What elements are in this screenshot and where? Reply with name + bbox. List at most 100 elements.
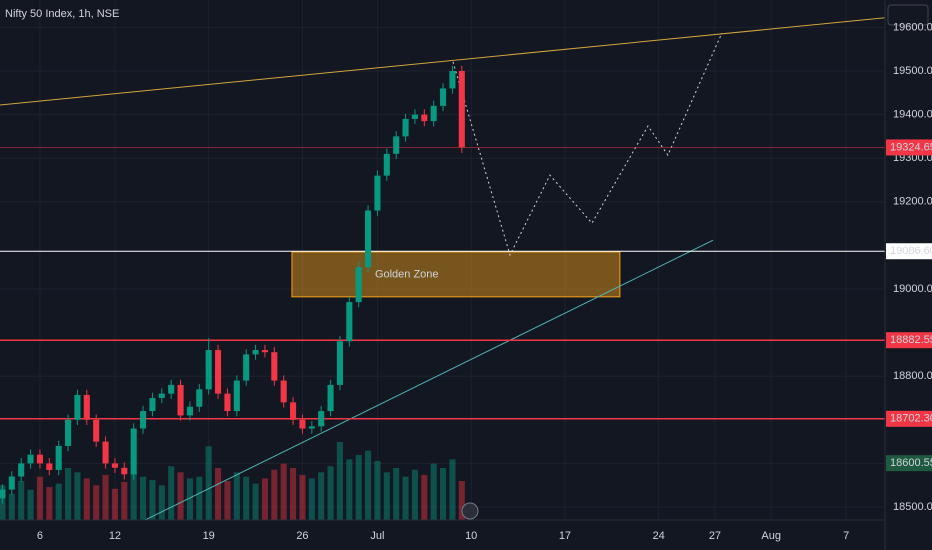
candle-body [55, 445, 62, 470]
x-tick-label: 19 [203, 530, 215, 542]
settings-button[interactable] [887, 4, 929, 26]
candle-body [308, 426, 315, 429]
volume-bar [458, 481, 465, 520]
candle-body [440, 88, 447, 106]
volume-bar [121, 481, 128, 520]
candle-body [458, 70, 465, 148]
candle-body [196, 389, 203, 407]
price-label-bg [886, 455, 932, 472]
candle-body [0, 489, 6, 499]
trend-line [452, 32, 723, 257]
trend-line [144, 239, 714, 521]
volume-bar [205, 446, 212, 520]
volume-bar [215, 468, 222, 520]
candle-body [430, 105, 437, 122]
candle-body [177, 384, 184, 416]
candle-body [27, 454, 34, 464]
volume-bar [36, 476, 43, 520]
price-label-bg [886, 243, 932, 260]
candle-body [74, 394, 81, 420]
volume-bar [430, 463, 437, 520]
volume-bar [271, 469, 278, 520]
candle-body [243, 354, 250, 381]
candle-body [411, 114, 418, 119]
candle-body [224, 393, 231, 412]
chart-title: Nifty 50 Index, 1h, NSE [5, 8, 119, 20]
volume-bar [93, 485, 100, 520]
candle-body [168, 384, 175, 394]
candle-body [215, 350, 222, 394]
volume-bar [440, 468, 447, 520]
candle-body [186, 406, 193, 416]
candle-body [111, 463, 118, 468]
candle-body [18, 463, 25, 477]
volume-bar [299, 474, 306, 520]
y-tick-label: 19500.00 [893, 65, 932, 77]
volume-bar [290, 468, 297, 520]
candle-body [449, 70, 456, 89]
price-label: 18882.55 [890, 334, 932, 346]
candle-body [299, 419, 306, 429]
candle-body [261, 350, 268, 353]
x-tick-label: 10 [465, 530, 477, 542]
candle-body [102, 441, 109, 464]
volume-bar [421, 474, 428, 520]
volume-bar [318, 472, 325, 520]
price-label: 19086.60 [890, 245, 932, 257]
x-tick-label: Jul [370, 530, 384, 542]
candle-body [46, 463, 53, 470]
volume-bar [196, 476, 203, 520]
replay-icon[interactable] [461, 502, 479, 520]
volume-bar [224, 481, 231, 520]
candle-body [290, 402, 297, 420]
candle-body [271, 352, 278, 381]
candle-body [149, 398, 156, 412]
x-tick-label: 27 [709, 530, 721, 542]
x-tick-label: 6 [37, 530, 43, 542]
candle-body [121, 467, 128, 475]
volume-bar [346, 459, 353, 520]
candle-body [318, 411, 325, 427]
volume-bar [111, 488, 118, 520]
candle-body [327, 384, 334, 412]
candle-body [65, 419, 72, 446]
volume-bar [411, 469, 418, 520]
y-tick-label: 19200.00 [893, 196, 932, 208]
y-tick-label: 19400.00 [893, 108, 932, 120]
volume-bar [308, 478, 315, 520]
volume-bar [374, 461, 381, 520]
volume-bar [252, 483, 259, 520]
volume-bar [65, 468, 72, 520]
volume-bar [46, 487, 53, 520]
candle-body [383, 153, 390, 176]
price-label-bg [886, 332, 932, 349]
volume-bar [74, 472, 81, 520]
x-tick-label: 26 [296, 530, 308, 542]
candle-body [93, 419, 100, 442]
volume-bar [327, 466, 334, 520]
volume-bar [186, 478, 193, 520]
candle-body [158, 393, 165, 399]
price-label: 18600.55 [890, 457, 932, 469]
golden-zone [291, 251, 621, 298]
x-tick-label: Aug [761, 530, 781, 542]
candle-body [140, 411, 147, 429]
volume-bar [158, 485, 165, 520]
candle-body [421, 114, 428, 122]
volume-bar [55, 483, 62, 520]
candle-body [233, 380, 240, 412]
volume-bar [383, 472, 390, 520]
candle-body [336, 341, 343, 385]
price-label: 18702.30 [890, 413, 932, 425]
volume-bar [130, 469, 137, 520]
x-tick-label: 7 [843, 530, 849, 542]
candle-body [130, 428, 137, 475]
x-tick-label: 12 [109, 530, 121, 542]
candle-body [36, 454, 43, 464]
price-label-bg [886, 410, 932, 427]
volume-bar [168, 466, 175, 520]
volume-bar [233, 472, 240, 520]
volume-bar [243, 476, 250, 520]
